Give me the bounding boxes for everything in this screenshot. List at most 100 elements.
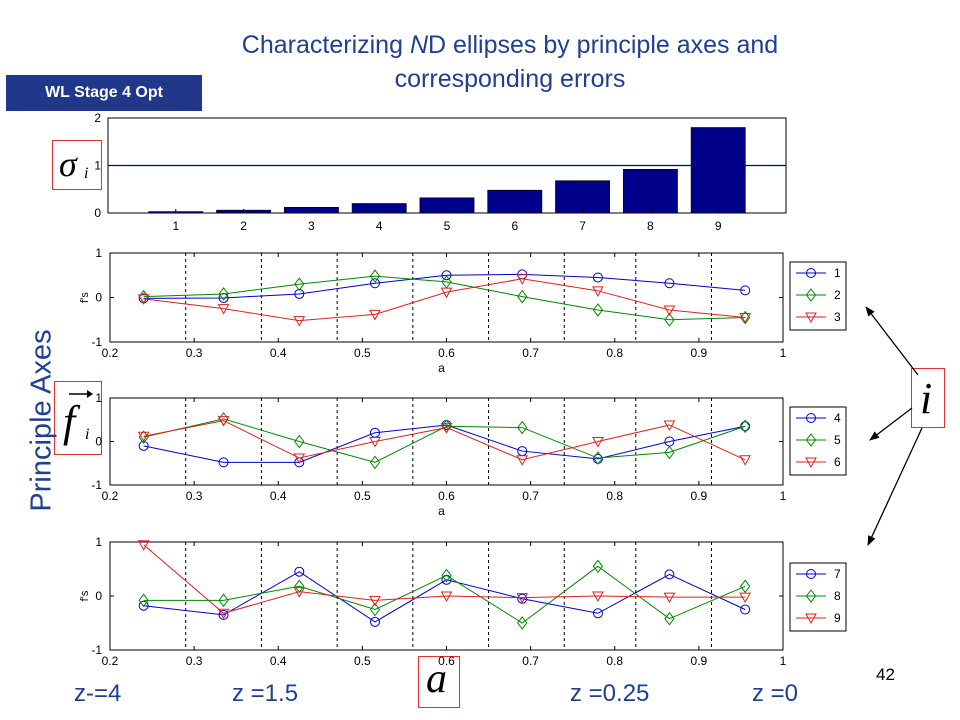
panel-3-series-7-line xyxy=(143,571,746,623)
panel-1-y-axis-label: f's xyxy=(79,292,91,303)
sigma-symbol: σ xyxy=(59,144,77,184)
bar-8 xyxy=(622,169,678,214)
panel-2-series-5-point-7 xyxy=(664,445,675,460)
panel-2-series-5-point-5 xyxy=(517,420,528,435)
panel-1-series-3-point-4 xyxy=(440,287,453,299)
panel-3-series-8-point-1 xyxy=(218,593,229,608)
panel-3-series-9-point-1 xyxy=(217,608,230,620)
panel-1-series-3-point-8 xyxy=(739,313,751,324)
panel-1-series-2-line xyxy=(143,275,746,321)
panel-1-x-tick-label-4: 0.6 xyxy=(438,346,455,360)
panel-2-series-5-point-2 xyxy=(294,434,305,449)
panel-3-series-9-point-7 xyxy=(663,592,676,604)
panel-3-series-9-point-0 xyxy=(137,540,150,551)
panel-2-series-5-point-6 xyxy=(592,451,604,465)
panel-3-x-tick-label-4: 0.6 xyxy=(438,654,455,668)
arrow-to-panel-1 xyxy=(865,306,919,376)
panel-3-series-7-point-6 xyxy=(592,608,603,619)
panel-1-series-3-point-6 xyxy=(592,286,604,297)
panel-2-x-tick-label-3: 0.5 xyxy=(354,489,371,503)
panel-3-x-tick-label-5: 0.7 xyxy=(522,654,539,668)
panel-2-y-tick-label-1: 0 xyxy=(95,435,102,449)
panel-3-series-8-point-0 xyxy=(138,593,149,608)
panel-3-series-7-point-3 xyxy=(369,616,380,627)
slide-title: Characterizing ND ellipses by principle … xyxy=(130,28,890,96)
panel-2-frame xyxy=(109,397,784,486)
panel-3-legend-label-7: 7 xyxy=(834,567,841,581)
z-label-3: z =0.25 xyxy=(570,680,650,707)
bar-x-tick-label-6: 6 xyxy=(511,219,518,233)
panel-2-series-5-point-3 xyxy=(369,455,381,470)
panel-3-series-8-line xyxy=(143,565,746,624)
panel-3-y-tick-label-0: -1 xyxy=(91,643,102,657)
panel-3-series-9-line xyxy=(143,544,746,614)
sigma-symbol-box: σ i xyxy=(52,140,102,190)
bar-x-tick-label-4: 4 xyxy=(376,219,383,233)
z-label-4: z =0 xyxy=(752,680,799,707)
i-symbol: i xyxy=(920,374,933,423)
panel-1-series-2-point-2 xyxy=(294,277,305,291)
panel-1-x-tick-label-5: 0.7 xyxy=(522,346,539,360)
vector-arrow-icon xyxy=(69,390,93,398)
panel-1-series-1-point-4 xyxy=(441,270,452,281)
f-symbol: f xyxy=(63,397,76,446)
panel-1-legend-label-3: 3 xyxy=(834,310,841,324)
panel-3-x-tick-label-8: 1 xyxy=(780,654,787,668)
panel-1-legend-label-1: 1 xyxy=(834,266,841,280)
panel-1-x-tick-label-0: 0.2 xyxy=(102,346,119,360)
panel-2-series-6-point-3 xyxy=(369,437,381,448)
panel-1-x-tick-label-8: 1 xyxy=(780,346,787,360)
panel-1-series-2-point-5 xyxy=(517,289,528,304)
panel-3-y-axis-label: f's xyxy=(79,590,91,601)
z-label-1: z-=4 xyxy=(74,680,122,707)
panel-3-legend-label-8: 8 xyxy=(834,589,841,603)
panel-2-series-6-point-8 xyxy=(739,455,751,466)
panel-2-y-tick-label-0: -1 xyxy=(91,478,102,492)
panel-1-x-tick-label-1: 0.3 xyxy=(186,346,203,360)
bar-7 xyxy=(555,180,611,214)
panel-1-series-2-point-7 xyxy=(664,312,675,327)
bar-y-tick-label-2: 2 xyxy=(94,111,101,125)
panel-3-series-8-point-5 xyxy=(517,616,528,630)
panel-3-series-9-point-5 xyxy=(516,593,529,604)
panel-2-series-6-point-0 xyxy=(137,431,150,443)
panel-2-series-4-point-1 xyxy=(218,457,229,468)
title-italic-n: N xyxy=(409,31,428,59)
panel-2-series-6-point-5 xyxy=(516,455,529,466)
panel-2-series-4-line xyxy=(143,424,746,463)
panel-2-series-5-point-8 xyxy=(740,419,751,434)
bar-y-tick-label-1: 1 xyxy=(94,159,101,173)
panel-2-series-6-point-4 xyxy=(440,423,453,434)
page-number: 42 xyxy=(876,665,895,684)
panel-1-x-tick-label-3: 0.5 xyxy=(354,346,371,360)
f-vector-symbol-box: f i xyxy=(54,381,102,455)
title-text: Characterizing xyxy=(241,31,410,59)
panel-2-legend-label-5: 5 xyxy=(834,433,841,447)
panel-1-y-tick-label-0: -1 xyxy=(91,335,102,349)
panel-1-series-3-point-3 xyxy=(369,309,381,321)
stage-badge: WL Stage 4 Opt xyxy=(6,75,202,111)
panel-1-series-1-point-3 xyxy=(369,278,380,289)
panel-1-legend-label-2: 2 xyxy=(834,288,841,302)
panel-1-legend-marker-1 xyxy=(806,268,816,278)
panel-1-x-tick-label-2: 0.4 xyxy=(270,346,287,360)
panel-1-series-1-point-7 xyxy=(664,278,675,289)
panel-3-legend-marker-7 xyxy=(806,569,816,579)
panel-3-y-tick-label-1: 0 xyxy=(95,589,102,603)
panel-2-x-tick-label-7: 0.9 xyxy=(691,489,708,503)
panel-3-x-tick-label-3: 0.5 xyxy=(354,654,371,668)
bar-x-tick-label-3: 3 xyxy=(308,219,315,233)
panel-1-x-axis-label: a xyxy=(438,361,445,375)
panel-3-x-tick-label-1: 0.3 xyxy=(186,654,203,668)
bar-x-tick-label-8: 8 xyxy=(647,219,654,233)
bar-x-tick-label-1: 1 xyxy=(172,219,179,233)
panel-3-y-tick-label-2: 1 xyxy=(95,535,102,549)
panel-1-series-3-point-2 xyxy=(293,316,306,327)
bar-x-tick-label-7: 7 xyxy=(579,219,586,233)
panel-3-series-8-point-6 xyxy=(592,559,604,574)
title-line-2: corresponding errors xyxy=(394,65,626,93)
panel-3-series-9-point-8 xyxy=(739,592,751,604)
sigma-subscript: i xyxy=(84,165,89,182)
panel-2-x-tick-label-0: 0.2 xyxy=(102,489,119,503)
